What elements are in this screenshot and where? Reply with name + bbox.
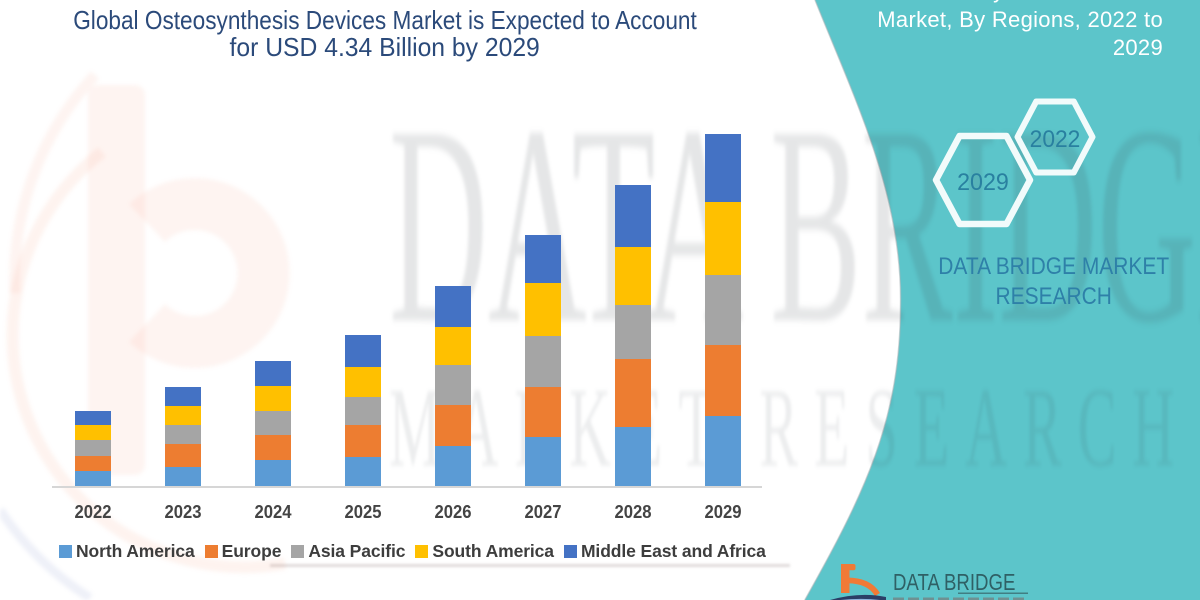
- svg-text:2029: 2029: [957, 168, 1009, 196]
- svg-text:2022: 2022: [1030, 125, 1081, 152]
- svg-text:DATA BRIDGE: DATA BRIDGE: [893, 570, 1015, 595]
